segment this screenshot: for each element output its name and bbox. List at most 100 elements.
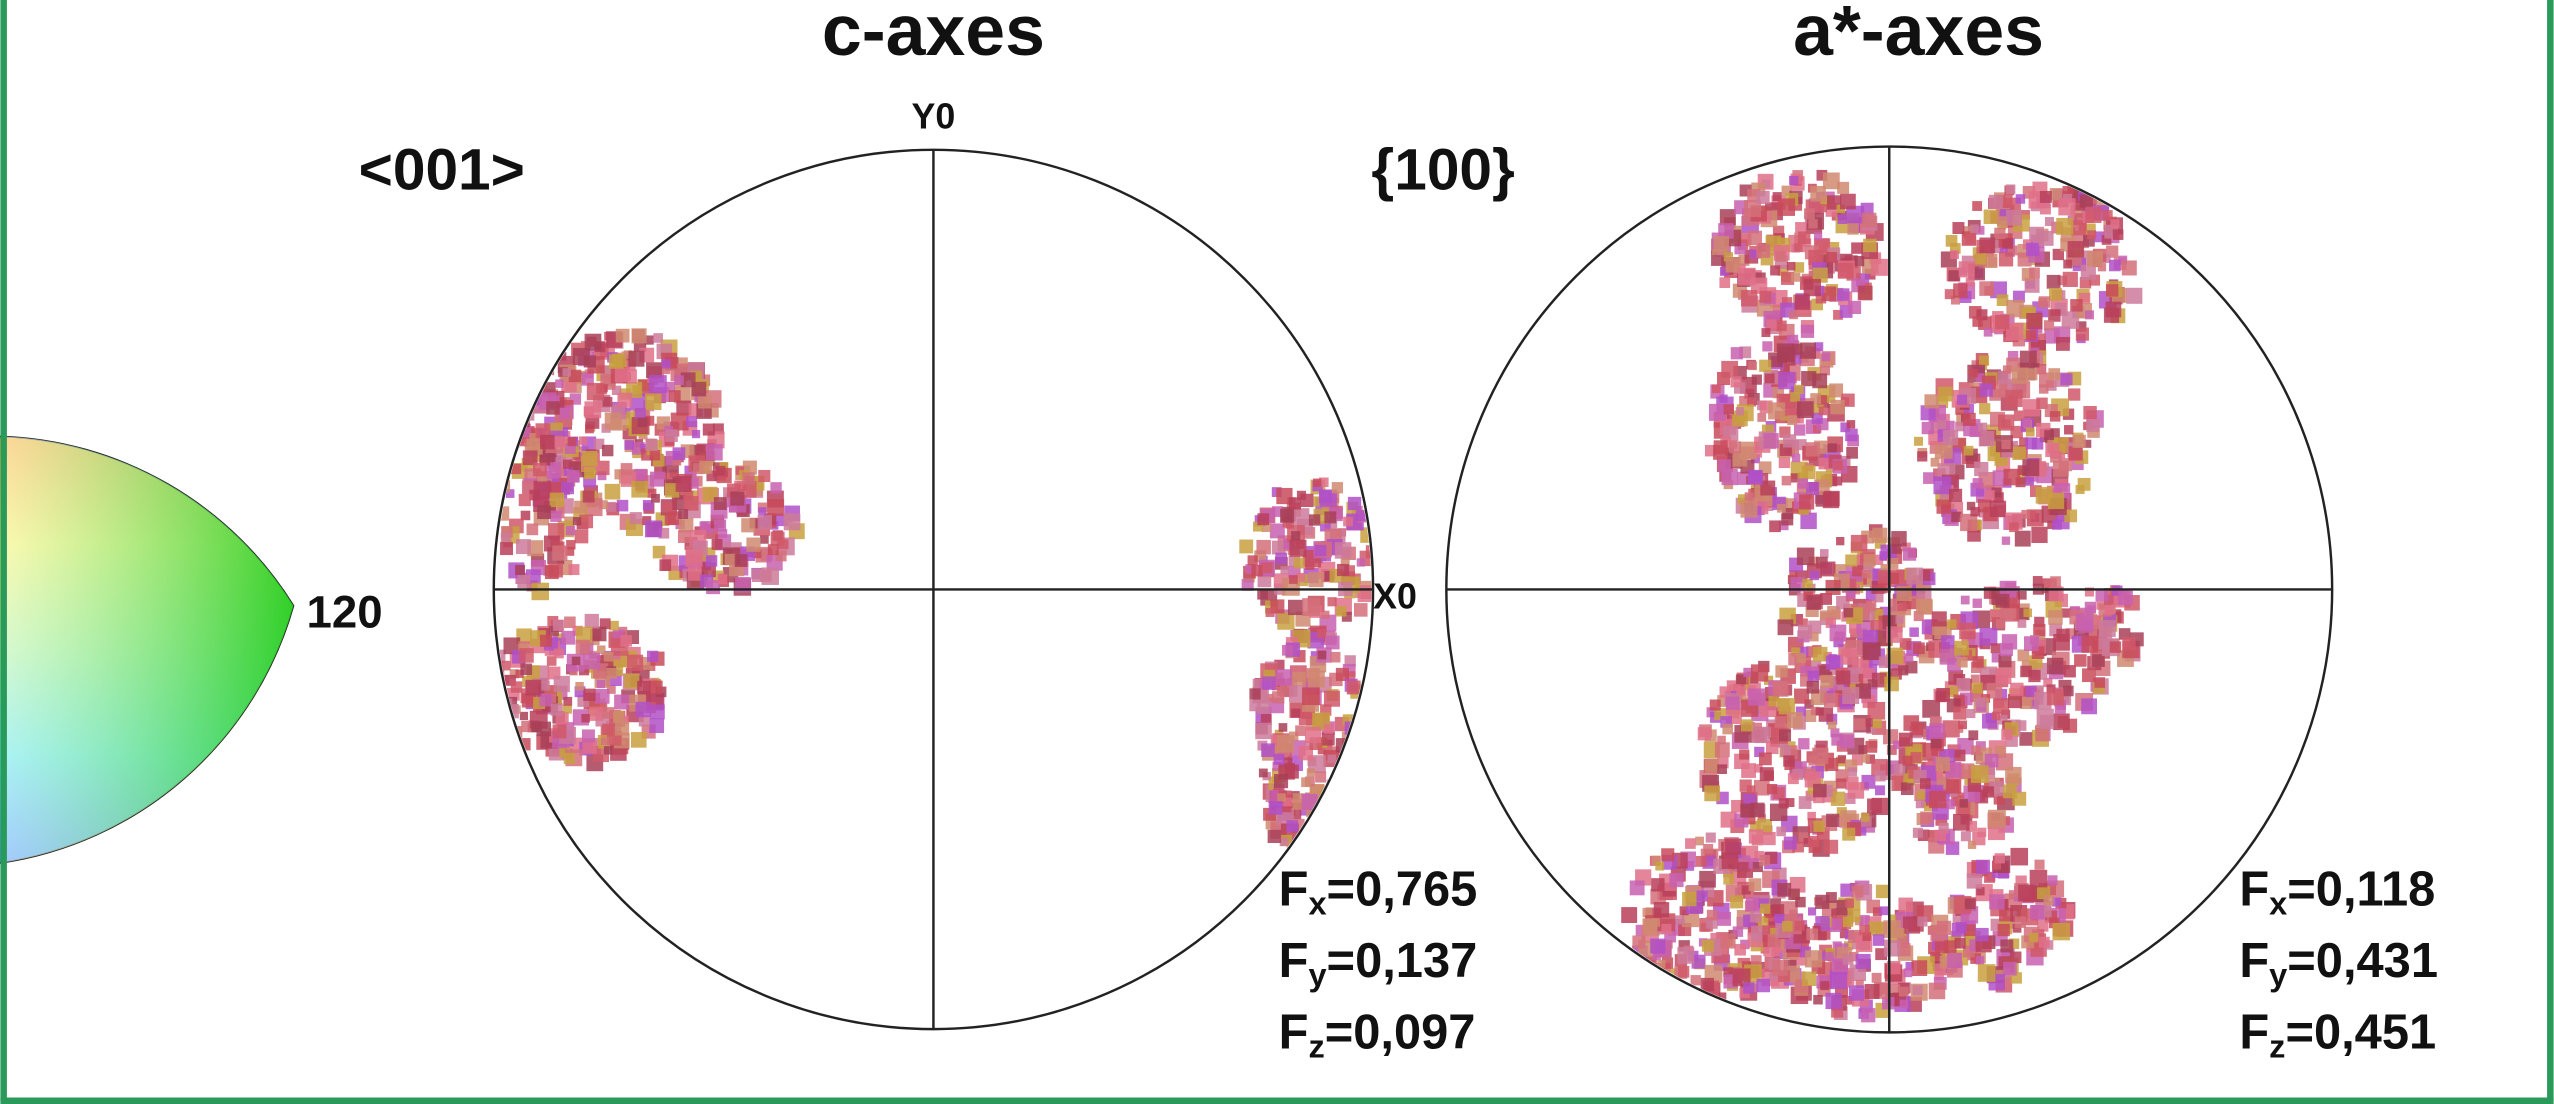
scatter-point <box>2024 636 2039 651</box>
scatter-point <box>1870 620 1881 631</box>
scatter-point <box>583 653 600 670</box>
scatter-point <box>1828 721 1836 729</box>
scatter-point <box>1698 727 1711 740</box>
scatter-point <box>1899 733 1913 747</box>
scatter-point <box>2048 610 2063 625</box>
scatter-point <box>1936 757 1950 771</box>
scatter-point <box>1261 743 1275 757</box>
scatter-point <box>2044 895 2054 905</box>
scatter-point <box>1302 598 1320 616</box>
scatter-point <box>1808 671 1819 682</box>
scatter-point <box>2111 219 2120 228</box>
scatter-point <box>2029 933 2038 942</box>
scatter-point <box>716 466 726 476</box>
scatter-point <box>1661 848 1674 861</box>
scatter-point <box>1702 940 1714 952</box>
figure: 120 c-axes a*-axes <001> {100} Y0 X0 Fx=… <box>0 0 2554 1104</box>
scatter-point <box>1800 343 1816 359</box>
scatter-point <box>1756 244 1770 258</box>
scatter-point <box>2052 520 2062 530</box>
scatter-point <box>1328 755 1337 764</box>
scatter-point <box>615 367 630 382</box>
scatter-point <box>1696 856 1707 867</box>
scatter-point <box>1866 600 1876 610</box>
scatter-point <box>2020 351 2037 368</box>
scatter-point <box>1951 512 1961 522</box>
scatter-point <box>2033 624 2045 636</box>
scatter-point <box>1274 774 1288 788</box>
scatter-point <box>1994 228 2005 239</box>
scatter-point <box>1917 791 1926 800</box>
scatter-point <box>1797 401 1814 418</box>
scatter-point <box>1713 236 1729 252</box>
scatter-point <box>1845 554 1857 566</box>
scatter-point <box>1721 361 1738 378</box>
scatter-point <box>2025 437 2037 449</box>
scatter-point <box>1324 511 1336 523</box>
scatter-point <box>1802 579 1812 589</box>
scatter-point <box>564 753 575 764</box>
scatter-point <box>1668 983 1680 995</box>
scatter-point <box>1729 441 1741 453</box>
scatter-point <box>1305 727 1321 743</box>
scatter-point <box>1795 921 1805 931</box>
scatter-point <box>537 505 551 519</box>
scatter-point <box>1957 395 1967 405</box>
scatter-point <box>2025 477 2034 486</box>
scatter-point <box>1357 558 1365 566</box>
scatter-point <box>1999 252 2013 266</box>
scatter-point <box>1807 681 1820 694</box>
scatter-point <box>2056 218 2073 235</box>
scatter-point <box>1969 369 1978 378</box>
scatter-point <box>2047 875 2057 885</box>
scatter-point <box>2003 784 2017 798</box>
scatter-point <box>2044 320 2054 330</box>
scatter-point <box>614 695 629 710</box>
scatter-point <box>1722 852 1739 869</box>
scatter-point <box>1995 668 2011 684</box>
scatter-point <box>1771 948 1780 957</box>
scatter-point <box>2082 668 2096 682</box>
direction-label: {100} <box>1371 138 1514 203</box>
scatter-point <box>1336 606 1346 616</box>
scatter-point <box>1833 461 1843 471</box>
scatter-point <box>1306 841 1315 850</box>
scatter-point <box>1352 754 1362 764</box>
scatter-point <box>1351 766 1365 780</box>
pole-figure-frame <box>494 150 1373 1029</box>
scatter-point <box>1903 756 1913 766</box>
scatter-point <box>1971 675 1980 684</box>
scatter-point <box>1843 954 1854 965</box>
scatter-point <box>784 513 794 523</box>
scatter-point <box>1911 960 1927 976</box>
scatter-point <box>1954 750 1966 762</box>
scatter-point <box>2106 302 2122 318</box>
scatter-point <box>1677 947 1694 964</box>
scatter-point <box>567 470 579 482</box>
scatter-point <box>2005 390 2022 407</box>
scatter-point <box>1859 925 1869 935</box>
scatter-point <box>650 704 665 719</box>
scatter-point <box>1794 424 1805 435</box>
scatter-point <box>688 567 702 581</box>
scatter-point <box>1824 693 1838 707</box>
scatter-point <box>2085 602 2096 613</box>
scatter-point <box>1959 623 1975 639</box>
scatter-point <box>770 482 781 493</box>
scatter-point <box>1805 950 1822 967</box>
scatter-point <box>2063 686 2074 697</box>
scatter-point <box>664 503 672 511</box>
scatter-point <box>650 450 660 460</box>
scatter-point <box>1979 281 1994 296</box>
scatter-point <box>676 476 692 492</box>
scatter-point <box>1808 755 1818 765</box>
scatter-point <box>1277 793 1286 802</box>
scatter-point <box>2010 683 2023 696</box>
scatter-point <box>1865 984 1880 999</box>
scatter-point <box>1876 885 1889 898</box>
scatter-point <box>1773 681 1789 697</box>
scatter-point <box>1709 404 1726 421</box>
scatter-point <box>573 348 590 365</box>
scatter-point <box>1975 253 1986 264</box>
scatter-point <box>2003 365 2011 373</box>
